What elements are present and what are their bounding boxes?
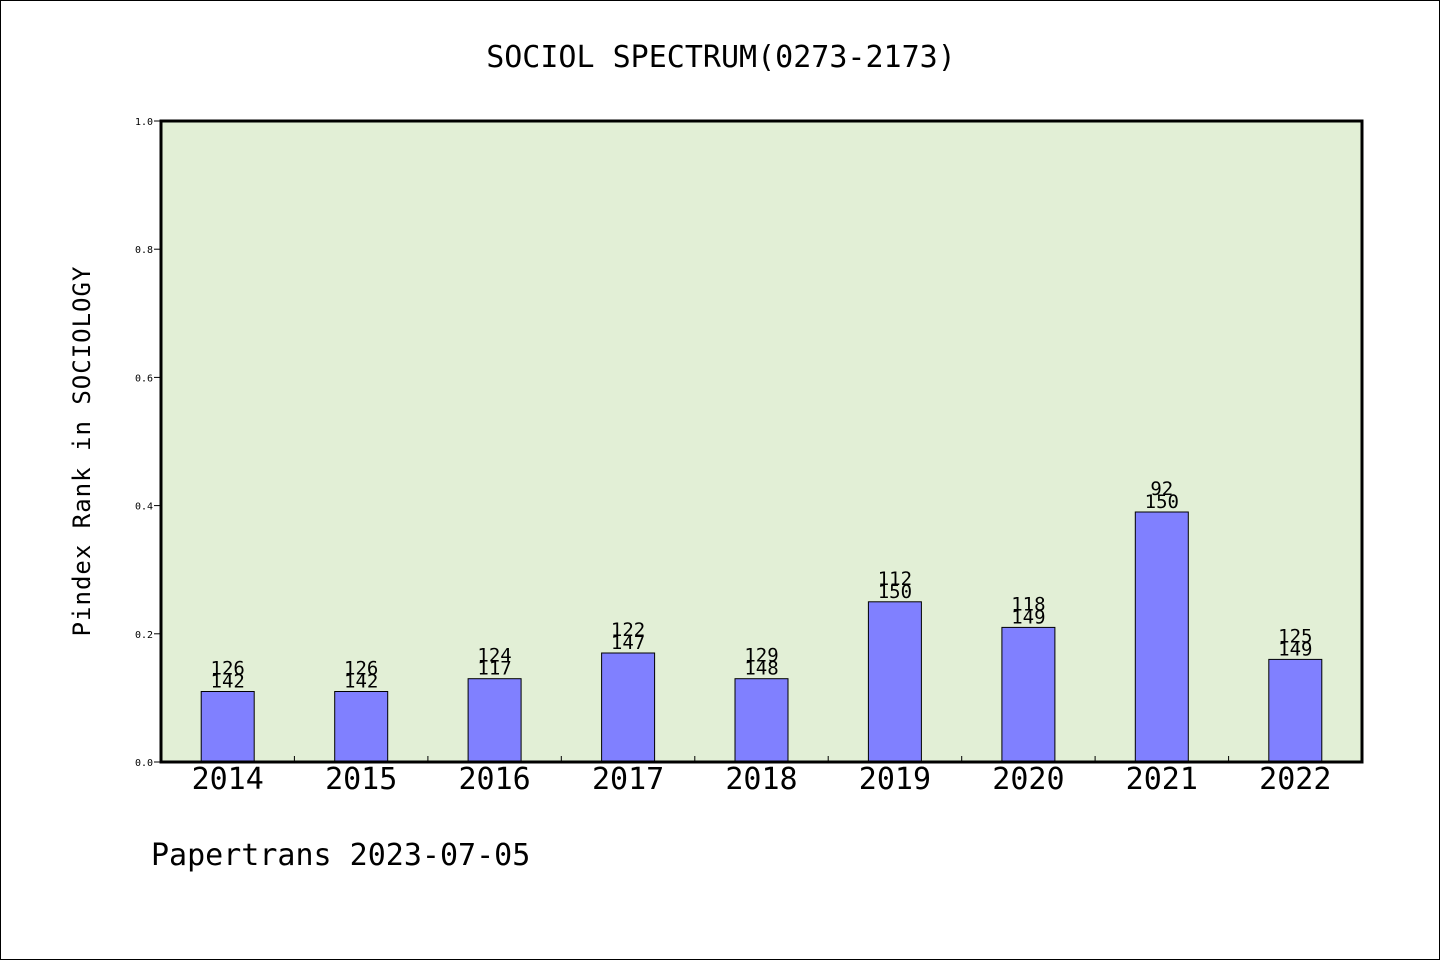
data-label-bottom: 150 bbox=[1145, 491, 1179, 513]
plot-border bbox=[159, 119, 1364, 764]
x-tick-label: 2020 bbox=[992, 762, 1064, 797]
bar bbox=[867, 601, 922, 763]
x-tick-label: 2015 bbox=[325, 762, 397, 797]
y-tick-label: 0.6 bbox=[135, 373, 153, 384]
data-label-top: 125 bbox=[1278, 625, 1312, 647]
y-tick-label: 0.2 bbox=[135, 630, 153, 641]
data-label-bottom: 150 bbox=[878, 581, 912, 603]
y-tick-label: 0.0 bbox=[135, 758, 153, 769]
data-label-top: 118 bbox=[1011, 593, 1045, 615]
y-tick-label: 0.4 bbox=[135, 502, 153, 513]
bar bbox=[200, 691, 255, 763]
x-tick-label: 2022 bbox=[1259, 762, 1331, 797]
x-tick-label: 2018 bbox=[725, 762, 797, 797]
bar bbox=[467, 678, 522, 763]
x-tick-label: 2017 bbox=[592, 762, 664, 797]
data-label-top: 124 bbox=[477, 645, 511, 667]
y-tick-label: 0.8 bbox=[135, 245, 153, 256]
data-label-top: 92 bbox=[1150, 478, 1173, 500]
y-tick-label: 1.0 bbox=[135, 117, 153, 128]
chart-title: SOCIOL SPECTRUM(0273-2173) bbox=[486, 40, 956, 75]
data-label-bottom: 117 bbox=[477, 658, 511, 680]
bar bbox=[601, 652, 656, 763]
footer-credit: Papertrans 2023-07-05 bbox=[151, 838, 530, 873]
data-label-bottom: 149 bbox=[1011, 606, 1045, 628]
data-label-bottom: 142 bbox=[344, 671, 378, 693]
data-label-bottom: 147 bbox=[611, 632, 645, 654]
data-label-bottom: 148 bbox=[744, 658, 778, 680]
axis-layer: 2014 2015 2016 2017 2018 2019 2020 2021 2022 0.0 0… bbox=[135, 117, 1364, 797]
bar bbox=[334, 691, 389, 763]
bar bbox=[1001, 626, 1056, 763]
data-label-top: 122 bbox=[611, 619, 645, 641]
y-axis-label: Pindex Rank in SOCIOLOGY bbox=[68, 266, 96, 637]
x-tick-label: 2021 bbox=[1126, 762, 1198, 797]
bar bbox=[1268, 658, 1323, 763]
x-tick-label: 2014 bbox=[192, 762, 264, 797]
bar bbox=[1134, 511, 1189, 763]
data-label-bottom: 149 bbox=[1278, 638, 1312, 660]
data-label-top: 126 bbox=[344, 658, 378, 680]
data-label-top: 129 bbox=[744, 645, 778, 667]
data-label-top: 112 bbox=[878, 568, 912, 590]
x-tick-label: 2019 bbox=[859, 762, 931, 797]
data-label-top: 126 bbox=[211, 658, 245, 680]
x-tick-label: 2016 bbox=[458, 762, 530, 797]
bar bbox=[734, 678, 789, 763]
data-label-bottom: 142 bbox=[211, 671, 245, 693]
